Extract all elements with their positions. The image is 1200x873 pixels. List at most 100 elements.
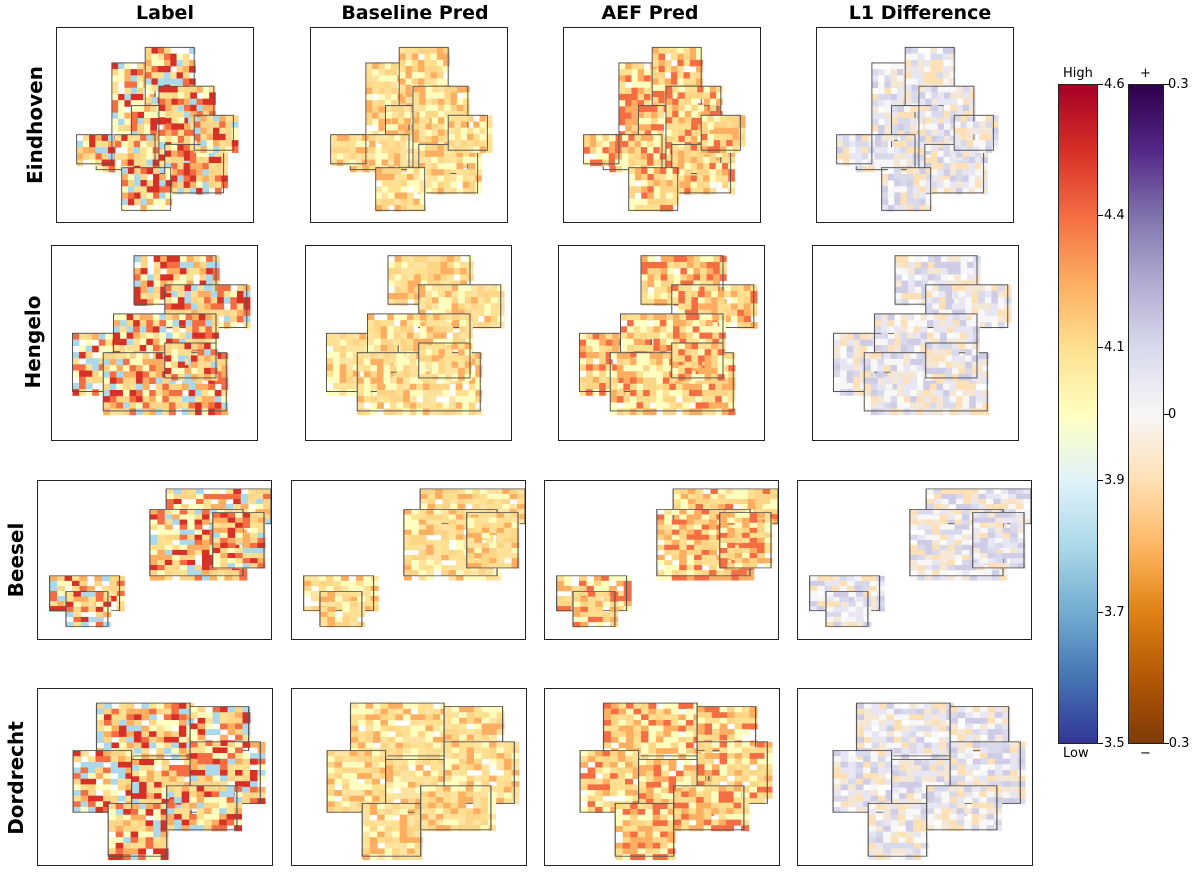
map-cell bbox=[204, 291, 212, 298]
map-cell bbox=[700, 280, 708, 288]
map-cell bbox=[398, 118, 405, 125]
map-cell bbox=[911, 59, 919, 67]
map-cell bbox=[403, 389, 411, 397]
map-cell bbox=[677, 47, 684, 54]
map-cell bbox=[691, 343, 699, 350]
map-cell bbox=[623, 358, 631, 366]
map-cell bbox=[900, 140, 907, 148]
map-cell bbox=[997, 284, 1005, 292]
map-cell bbox=[127, 180, 135, 187]
map-cell bbox=[684, 367, 692, 375]
map-cell bbox=[968, 163, 976, 170]
map-cell bbox=[697, 309, 705, 317]
map-cell bbox=[444, 98, 451, 106]
map-cell bbox=[911, 66, 919, 73]
map-cell bbox=[913, 320, 921, 327]
map-cell bbox=[177, 163, 185, 170]
map-cell bbox=[910, 118, 917, 125]
map-cell bbox=[435, 389, 443, 397]
map-cell bbox=[934, 261, 942, 269]
map-cell bbox=[186, 268, 194, 275]
map-cell bbox=[186, 274, 194, 281]
map-cell bbox=[931, 150, 938, 158]
map-cell bbox=[352, 382, 360, 390]
map-cell bbox=[214, 163, 222, 170]
map-cell bbox=[376, 402, 384, 409]
map-cell bbox=[925, 204, 933, 212]
map-cell bbox=[416, 389, 424, 397]
map-cell bbox=[221, 163, 228, 170]
city-map-eindhoven-diff bbox=[836, 46, 999, 212]
map-cell bbox=[703, 111, 711, 118]
map-cell bbox=[646, 332, 654, 340]
map-cell bbox=[968, 181, 976, 189]
map-cell bbox=[855, 147, 863, 154]
map-cell bbox=[906, 167, 914, 175]
map-cell bbox=[859, 339, 867, 347]
map-cell bbox=[137, 130, 145, 138]
map-cell bbox=[208, 156, 216, 164]
map-cell bbox=[343, 153, 350, 160]
map-cell bbox=[715, 169, 723, 176]
map-cell bbox=[367, 338, 375, 346]
map-cell bbox=[453, 255, 461, 263]
map-cell bbox=[477, 297, 485, 304]
map-cell bbox=[620, 326, 628, 333]
map-cell bbox=[900, 180, 908, 187]
map-cell bbox=[490, 315, 498, 323]
map-cell bbox=[101, 147, 109, 154]
map-cell bbox=[637, 112, 645, 120]
map-cell bbox=[196, 86, 204, 93]
map-cell bbox=[649, 377, 657, 385]
map-cell bbox=[404, 118, 411, 125]
map-cell bbox=[640, 153, 648, 160]
map-cell bbox=[896, 75, 904, 82]
map-cell bbox=[931, 163, 938, 170]
map-cell bbox=[413, 204, 420, 212]
map-cell bbox=[979, 146, 986, 153]
map-cell bbox=[918, 92, 926, 100]
map-cell bbox=[202, 111, 210, 118]
map-cell bbox=[991, 115, 999, 122]
map-cell bbox=[352, 376, 360, 384]
map-cell bbox=[122, 408, 130, 416]
map-cell bbox=[716, 98, 723, 106]
map-cell bbox=[684, 349, 692, 356]
map-cell bbox=[391, 130, 399, 138]
map-cell bbox=[610, 371, 618, 378]
map-cell bbox=[346, 333, 354, 340]
map-cell bbox=[369, 153, 376, 160]
map-cell bbox=[370, 402, 378, 409]
map-cell bbox=[152, 140, 160, 148]
map-cell bbox=[370, 383, 378, 391]
map-cell bbox=[836, 153, 844, 160]
map-cell bbox=[919, 192, 926, 200]
map-cell bbox=[145, 59, 152, 67]
map-cell bbox=[477, 303, 485, 311]
map-cell bbox=[374, 326, 382, 333]
map-cell bbox=[210, 297, 218, 304]
map-cell bbox=[833, 345, 841, 353]
map-cell bbox=[168, 408, 176, 416]
map-cell bbox=[871, 118, 879, 126]
map-cell bbox=[932, 303, 940, 311]
map-cell bbox=[202, 181, 210, 189]
map-cell bbox=[467, 115, 474, 122]
map-cell bbox=[618, 81, 626, 89]
map-cell bbox=[720, 121, 727, 129]
map-cell bbox=[140, 198, 148, 206]
map-cell bbox=[937, 142, 945, 149]
map-cell bbox=[895, 255, 902, 263]
map-cell bbox=[937, 175, 945, 183]
map-cell bbox=[653, 338, 661, 346]
map-cell bbox=[984, 309, 992, 317]
map-cell bbox=[419, 173, 427, 181]
map-cell bbox=[900, 159, 907, 167]
map-cell bbox=[196, 169, 203, 176]
map-cell bbox=[184, 284, 192, 292]
map-cell bbox=[202, 169, 210, 176]
map-cell bbox=[365, 62, 373, 70]
map-cell bbox=[201, 396, 209, 403]
map-cell bbox=[908, 274, 916, 281]
map-cell bbox=[122, 371, 130, 378]
